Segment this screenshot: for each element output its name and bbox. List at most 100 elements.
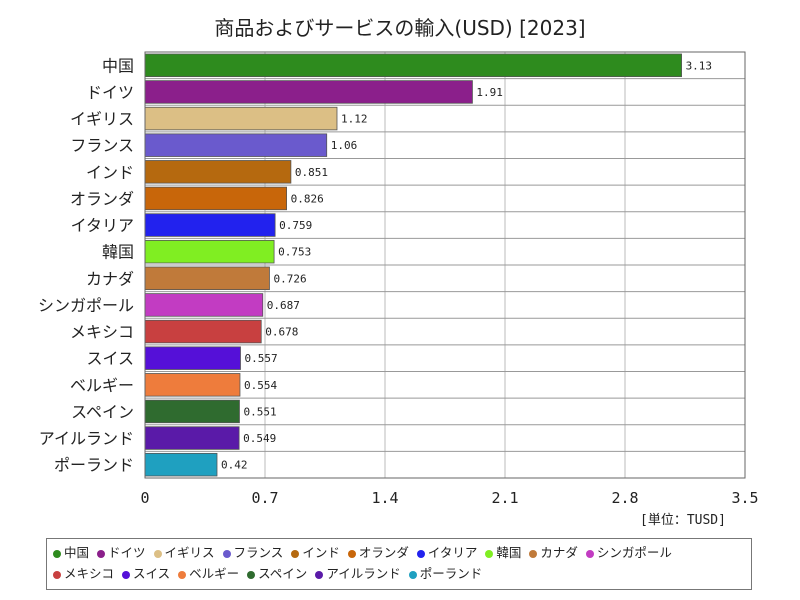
- legend: 中国 ドイツ イギリス フランス インド オランダ イタリア 韓国 カナダ シンガポールメキシコ ス…: [46, 538, 752, 590]
- bar: [144, 213, 276, 237]
- legend-marker: [291, 549, 300, 558]
- value-label: 1.91: [476, 86, 503, 99]
- value-label: 1.06: [331, 139, 358, 152]
- value-label: 0.753: [278, 246, 311, 259]
- legend-item: カナダ: [529, 542, 578, 563]
- legend-marker: [153, 549, 162, 558]
- category-label: オランダ: [70, 189, 134, 208]
- legend-marker: [178, 570, 187, 579]
- category-label: アイルランド: [39, 429, 134, 448]
- x-tick-label: 2.1: [491, 489, 518, 507]
- category-label: イギリス: [70, 110, 134, 129]
- legend-marker: [315, 570, 324, 579]
- legend-label: シンガポール: [596, 545, 672, 560]
- legend-marker: [485, 549, 494, 558]
- legend-item: ドイツ: [97, 542, 146, 563]
- legend-item: シンガポール: [585, 542, 672, 563]
- category-label: 中国: [102, 56, 134, 75]
- legend-item: ポーランド: [408, 563, 483, 584]
- bar: [144, 293, 264, 317]
- legend-label: オランダ: [358, 545, 409, 560]
- x-tick-label: 2.8: [611, 489, 638, 507]
- value-label: 0.826: [291, 192, 324, 205]
- legend-item: ベルギー: [178, 563, 239, 584]
- bar: [144, 160, 292, 184]
- value-label: 0.42: [221, 459, 248, 472]
- legend-item: メキシコ: [53, 563, 114, 584]
- legend-marker: [53, 570, 61, 579]
- x-tick-label: 0.7: [251, 489, 278, 507]
- category-label: ポーランド: [54, 456, 134, 475]
- bar: [144, 426, 240, 450]
- value-label: 0.554: [244, 379, 277, 392]
- legend-label: フランス: [233, 545, 284, 560]
- legend-label: ドイツ: [108, 545, 146, 560]
- value-label: 0.557: [244, 352, 277, 365]
- legend-item: フランス: [222, 542, 284, 563]
- legend-item: イタリア: [416, 542, 478, 563]
- legend-label: インド: [302, 545, 340, 560]
- legend-marker: [347, 549, 356, 558]
- legend-label: ポーランド: [419, 566, 483, 581]
- unit-label: [単位：TUSD]: [640, 513, 726, 528]
- value-label: 0.678: [265, 326, 298, 339]
- legend-label: イギリス: [164, 545, 215, 560]
- legend-label: アイルランド: [326, 566, 401, 581]
- legend-item: イギリス: [153, 542, 215, 563]
- legend-marker: [222, 549, 231, 558]
- category-label: カナダ: [86, 269, 134, 288]
- bar: [144, 452, 218, 477]
- bar: [144, 266, 270, 291]
- legend-marker: [122, 570, 131, 579]
- bar: [144, 80, 473, 104]
- value-label: 3.13: [686, 59, 713, 72]
- legend-item: インド: [291, 542, 340, 563]
- legend-item: オランダ: [347, 542, 409, 563]
- category-label: スイス: [86, 349, 134, 368]
- legend-label: スイス: [133, 566, 171, 581]
- legend-marker: [408, 570, 417, 579]
- x-tick-label: 0: [140, 489, 149, 507]
- value-label: 0.851: [295, 166, 328, 179]
- category-label: インド: [86, 163, 134, 182]
- value-label: 0.759: [279, 219, 312, 232]
- bar: [144, 399, 240, 424]
- legend-marker: [529, 549, 538, 558]
- value-label: 1.12: [341, 113, 368, 126]
- legend-item: アイルランド: [315, 563, 401, 584]
- category-label: スペイン: [71, 402, 134, 421]
- category-label: シンガポール: [38, 296, 134, 315]
- legend-item: スイス: [122, 563, 170, 584]
- bar: [144, 373, 241, 397]
- bar: [144, 133, 328, 157]
- bar: [144, 106, 338, 131]
- legend-label: 中国: [64, 545, 90, 560]
- value-label: 0.687: [267, 299, 300, 312]
- legend-marker: [247, 570, 256, 579]
- bar: [144, 239, 275, 264]
- legend-label: メキシコ: [64, 566, 115, 581]
- legend-marker: [97, 549, 106, 558]
- value-label: 0.551: [243, 405, 276, 418]
- legend-label: 韓国: [496, 545, 522, 560]
- category-label: ドイツ: [86, 83, 134, 102]
- category-label: 韓国: [102, 243, 134, 262]
- category-label: ベルギー: [70, 376, 134, 395]
- category-label: メキシコ: [70, 323, 134, 342]
- x-tick-label: 1.4: [371, 489, 398, 507]
- legend-item: 韓国: [485, 542, 521, 563]
- category-label: イタリア: [71, 216, 134, 235]
- legend-marker: [416, 549, 425, 558]
- chart-title: 商品およびサービスの輸入(USD) [2023]: [214, 16, 586, 40]
- legend-marker: [53, 549, 61, 558]
- legend-label: イタリア: [427, 545, 478, 560]
- legend-item: 中国: [53, 542, 89, 563]
- bar: [144, 319, 262, 344]
- bar: [144, 346, 241, 370]
- legend-label: スペイン: [258, 566, 308, 581]
- category-label: フランス: [70, 136, 134, 155]
- legend-label: カナダ: [540, 545, 578, 560]
- plot-border: [144, 51, 746, 479]
- bar: [144, 186, 288, 211]
- value-label: 0.726: [273, 272, 306, 285]
